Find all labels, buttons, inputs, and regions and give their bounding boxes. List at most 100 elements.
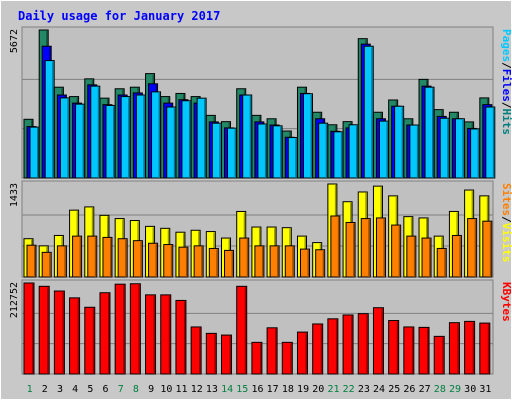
bar-shade (199, 327, 201, 374)
bar-kbytes-day-6 (99, 292, 111, 375)
bar-shade (67, 98, 69, 178)
bar-shade (92, 308, 95, 374)
bar-shade (325, 124, 328, 178)
bar-shade (477, 129, 480, 178)
bar-kbytes-day-2 (38, 285, 50, 375)
bar-shade (128, 97, 130, 178)
bar-shade (201, 246, 203, 277)
bar-pages-day-31 (485, 106, 496, 179)
bar-shade (457, 323, 459, 374)
bar-kbytes-day-3 (53, 290, 65, 375)
bar-sites-day-18 (284, 245, 295, 278)
bar-kbytes-day-24 (372, 307, 384, 375)
x-tick-label-day-14: 14 (221, 384, 233, 395)
bar-shade (310, 94, 312, 178)
bar-shade (492, 108, 495, 178)
x-tick-label-day-20: 20 (312, 384, 324, 395)
bar-sites-day-14 (224, 249, 235, 278)
legend-pages-files-hits: Pages/Files/Hits (500, 29, 512, 135)
bar-sites-day-10 (163, 244, 174, 278)
bar-sites-day-27 (421, 237, 432, 278)
bar-shade (366, 314, 368, 374)
x-tick-label-day-4: 4 (72, 384, 78, 395)
x-tick-label-day-9: 9 (148, 384, 154, 395)
bar-shade (125, 239, 127, 277)
x-tick-label-day-15: 15 (236, 384, 248, 395)
bar-shade (112, 106, 115, 178)
bar-shade (244, 287, 247, 374)
bar-shade (383, 218, 385, 277)
bar-shade (371, 47, 373, 178)
legend-sites-visits: Sites/Visits (500, 183, 512, 263)
x-tick-label-day-31: 31 (479, 384, 491, 395)
bar-kbytes-day-15 (236, 285, 248, 375)
bar-shade (368, 219, 370, 277)
bar-sites-day-15 (239, 237, 250, 278)
legend-part: / (500, 102, 512, 109)
bar-sites-day-29 (451, 234, 462, 278)
bar-sites-day-23 (360, 218, 371, 278)
x-tick-label-day-17: 17 (267, 384, 279, 395)
legend-part: KBytes (500, 282, 512, 322)
bar-shade (335, 319, 338, 374)
bar-sites-day-12 (193, 245, 204, 278)
bar-sites-day-3 (56, 245, 67, 278)
bar-shade (351, 315, 353, 374)
legend-part: / (500, 216, 512, 223)
panel-sites-visits: 1433 Sites/Visits (9, 180, 512, 278)
bar-sites-day-4 (72, 235, 83, 278)
bar-sites-day-13 (208, 247, 219, 278)
bar-kbytes-day-31 (479, 322, 491, 375)
bar-kbytes-day-29 (448, 322, 460, 375)
bar-shade (472, 322, 475, 374)
x-tick-label-day-21: 21 (327, 384, 339, 395)
bar-shade (234, 129, 237, 178)
bar-kbytes-day-19 (296, 331, 308, 375)
bar-kbytes-day-21 (327, 318, 339, 375)
bar-shade (322, 250, 325, 277)
bar-sites-day-28 (436, 247, 447, 278)
bar-shade (231, 251, 234, 277)
bar-shade (381, 308, 383, 374)
x-tick-label-day-23: 23 (358, 384, 370, 395)
chart-title: Daily usage for January 2017 (18, 9, 220, 23)
bar-kbytes-day-7 (114, 283, 126, 375)
bar-shade (429, 239, 431, 277)
bar-shade (305, 333, 307, 374)
bar-sites-day-26 (406, 235, 417, 278)
bar-shade (337, 216, 340, 277)
bar-shade (413, 237, 416, 277)
legend-part: / (500, 62, 512, 69)
bar-shade (138, 284, 140, 374)
bar-kbytes-day-14 (221, 334, 233, 375)
bar-shade (37, 128, 39, 178)
x-tick-label-day-27: 27 (419, 384, 431, 395)
bar-shade (444, 249, 446, 277)
bar-sites-day-7 (117, 238, 128, 278)
x-tick-label-day-29: 29 (449, 384, 461, 395)
legend-part: Sites (500, 183, 512, 216)
bar-kbytes-day-13 (205, 332, 217, 375)
bar-sites-day-16 (254, 245, 265, 278)
bar-shade (275, 328, 277, 374)
bar-shade (219, 124, 221, 178)
bar-shade (49, 253, 51, 277)
bar-kbytes-day-30 (464, 320, 476, 375)
bar-shade (216, 249, 218, 277)
legend-kbytes: KBytes (500, 282, 512, 322)
panel-kbytes: 212752 KBytes (9, 279, 512, 375)
bar-kbytes-day-4 (69, 297, 81, 375)
legend-part: Hits (500, 109, 512, 136)
bar-shade (401, 107, 404, 178)
bar-shade (79, 237, 82, 277)
bar-kbytes-day-8 (129, 283, 141, 375)
bar-shade (249, 96, 252, 178)
panel-pages-files-hits: 5672 Pages/Files/Hits (9, 26, 512, 179)
x-tick-label-day-24: 24 (373, 384, 385, 395)
bar-sites-day-25 (391, 224, 402, 278)
bar-kbytes-day-11 (175, 299, 187, 375)
bar-shade (386, 122, 388, 178)
bar-sites-day-19 (299, 248, 310, 278)
bar-shade (416, 126, 419, 178)
